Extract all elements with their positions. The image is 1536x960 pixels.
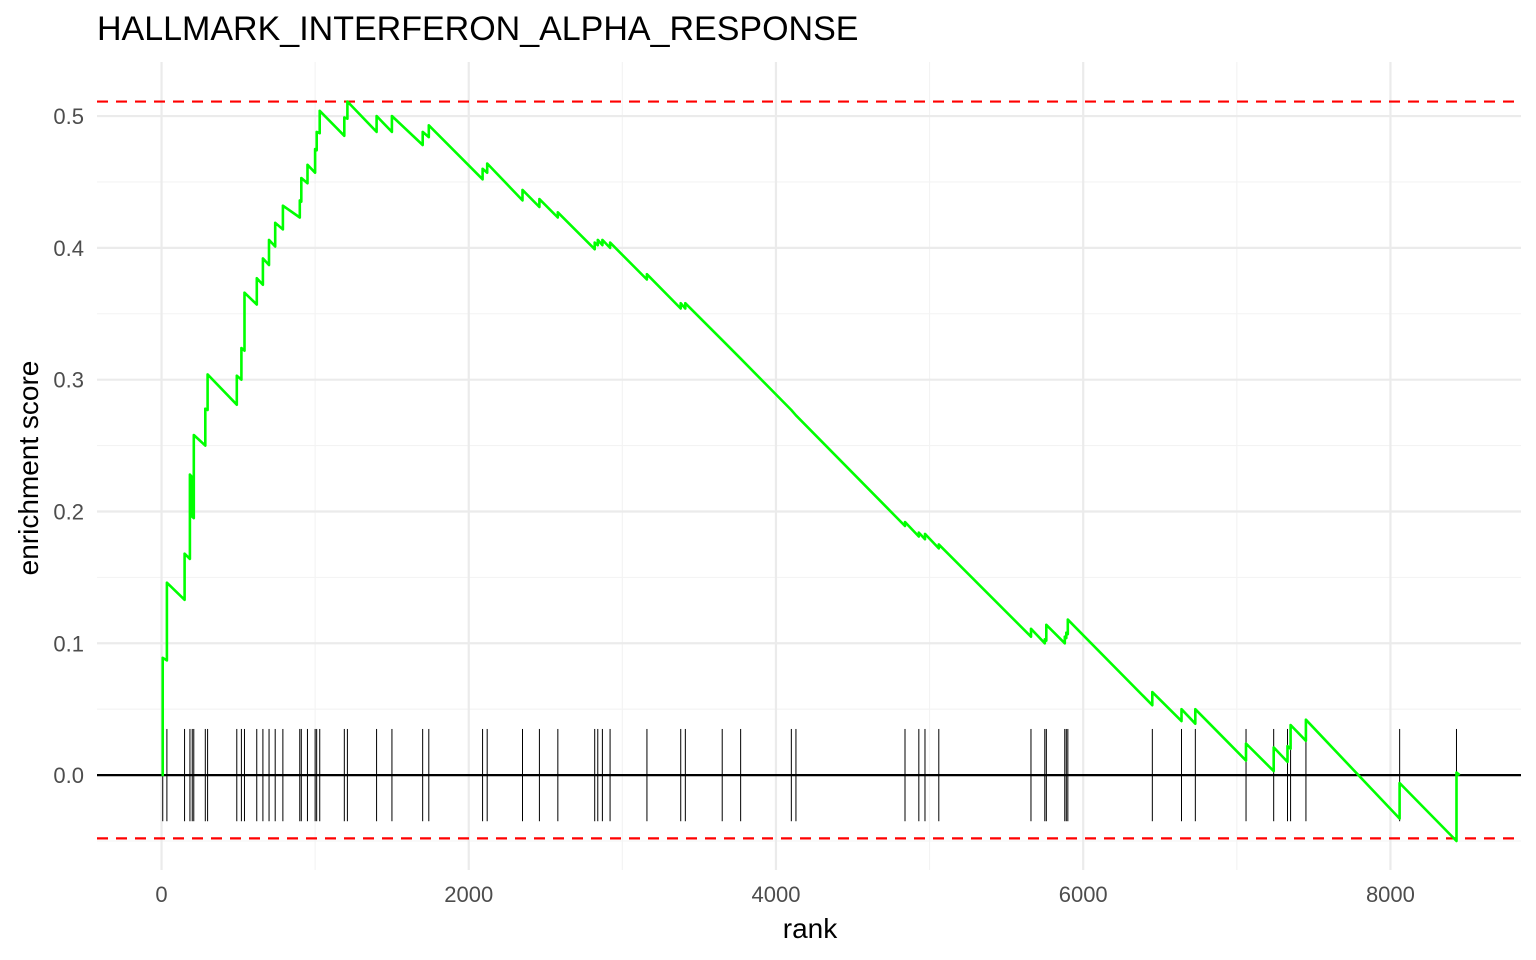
bound-lines — [97, 100, 1521, 840]
y-tick-label: 0.4 — [53, 236, 84, 261]
x-tick-label: 2000 — [444, 882, 493, 907]
x-tick-label: 6000 — [1059, 882, 1108, 907]
y-tick-label: 0.1 — [53, 631, 84, 656]
x-tick-label: 4000 — [751, 882, 800, 907]
x-tick-label: 8000 — [1366, 882, 1415, 907]
y-tick-label: 0.2 — [53, 499, 84, 524]
y-tick-labels: 0.0 0.1 0.2 0.3 0.4 0.5 — [53, 104, 84, 788]
y-tick-label: 0.5 — [53, 104, 84, 129]
y-axis-title: enrichment score — [13, 361, 44, 576]
y-tick-label: 0.0 — [53, 763, 84, 788]
x-axis-title: rank — [783, 913, 838, 944]
x-tick-label: 0 — [155, 882, 167, 907]
y-tick-label: 0.3 — [53, 368, 84, 393]
enrichment-score-line — [161, 100, 1461, 843]
enrichment-series — [161, 100, 1461, 843]
x-tick-labels: 0 2000 4000 6000 8000 — [155, 882, 1415, 907]
chart-title: HALLMARK_INTERFERON_ALPHA_RESPONSE — [97, 10, 858, 48]
